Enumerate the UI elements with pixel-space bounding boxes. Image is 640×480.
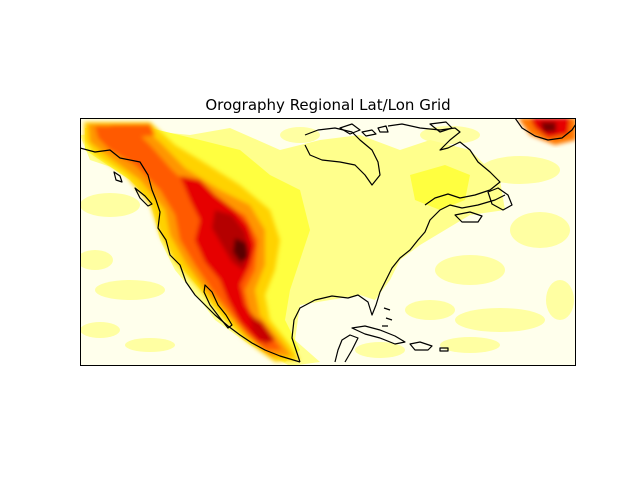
coastline-gulf-mexico [291,194,506,363]
low-elevation-patches [80,126,574,358]
coastline-newfoundland [487,187,513,211]
coastline-nova-scotia [454,211,483,223]
coastline-hudson-bay [304,127,381,186]
coastline-puerto-rico [439,347,449,352]
map-area [80,118,576,366]
coastline-vancouver [134,187,153,207]
coastline-arctic-east [387,123,501,206]
coastline-hispaniola [409,341,433,351]
map-title: Orography Regional Lat/Lon Grid [205,96,450,114]
coastline-island-small [113,171,123,183]
coastline-cuba [351,325,406,345]
coastline-yucatan [334,334,359,363]
mountain-contours [84,122,300,362]
eastern-highlands [410,165,470,210]
coastline-baja [203,284,233,329]
coastline-alaska [80,147,157,201]
coastlines [80,118,576,363]
coastline-bahamas [382,307,393,327]
coastline-pacific [155,199,301,363]
coastline-greenland [514,118,576,141]
coastline-arctic-islands [339,121,453,137]
map-frame [80,118,576,366]
